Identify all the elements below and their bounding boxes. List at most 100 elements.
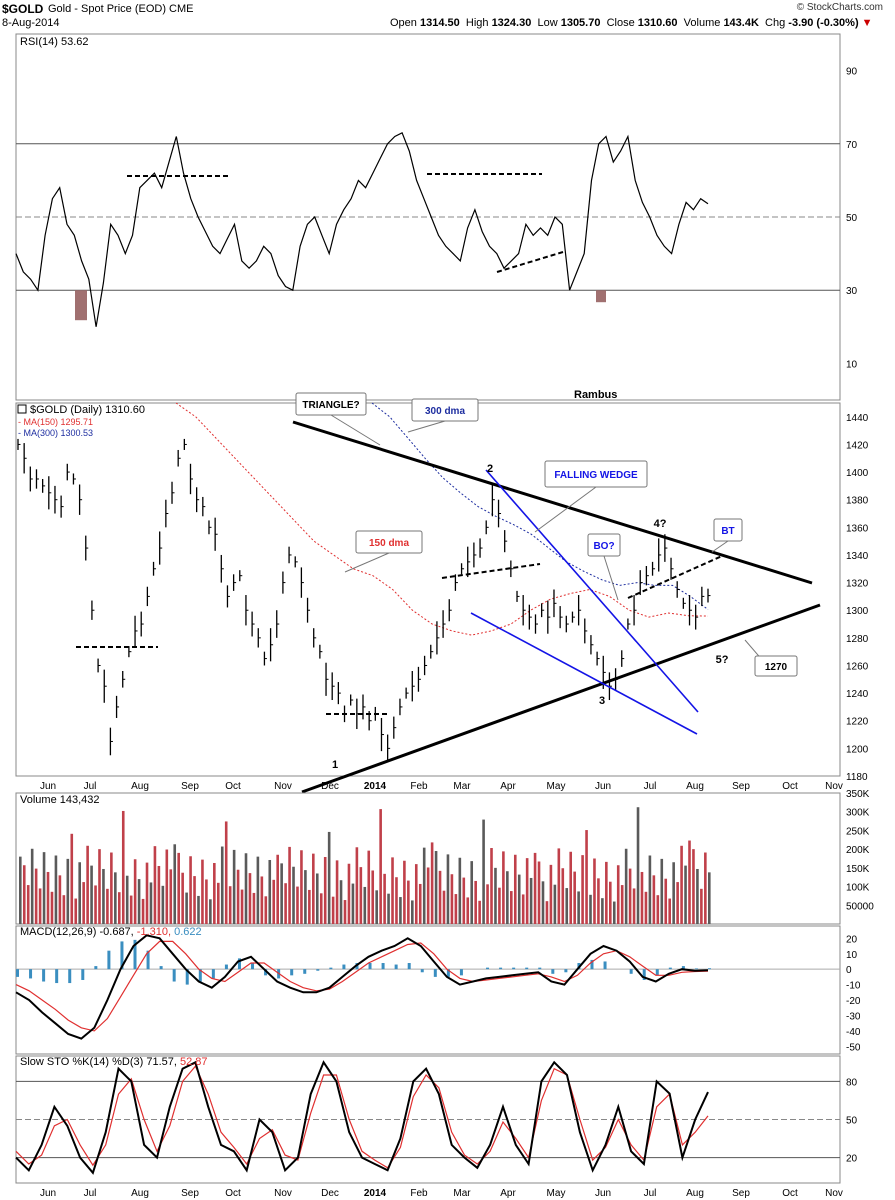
volume-bar (494, 867, 497, 924)
macd-histogram-bar (159, 966, 163, 970)
volume-bar (133, 859, 137, 924)
macd-tick-6: -40 (846, 1027, 861, 1038)
macd-histogram-bar (433, 969, 437, 977)
volume-bar (114, 872, 117, 924)
price-tick-11: 1220 (846, 717, 869, 728)
volume-bar (612, 901, 616, 924)
macd-histogram-bar (55, 969, 59, 984)
ma300-line (371, 402, 709, 610)
macd-histogram-bar (303, 969, 307, 974)
volume-bar (70, 833, 74, 924)
sto-x-label-15: Sep (732, 1188, 750, 1199)
triangle-callout-pointer (330, 414, 381, 446)
macd-histogram-bar (420, 969, 424, 973)
macd-histogram-bar (16, 969, 19, 977)
volume-bar (38, 888, 42, 924)
macd-histogram-bar (394, 964, 398, 970)
volume-bar (327, 831, 331, 924)
sto-x-label-14: Aug (686, 1188, 704, 1199)
volume-bar (30, 848, 34, 924)
rsi-tick-0: 90 (846, 67, 858, 78)
volume-value: 143.4K (723, 17, 759, 29)
price-x-label-4: Oct (225, 781, 241, 792)
volume-bar (272, 879, 276, 924)
volume-bar (565, 888, 569, 924)
volume-bar (502, 851, 505, 924)
volume-bar (422, 847, 426, 924)
macd-histogram-bar (381, 963, 385, 970)
volume-bar (525, 858, 529, 924)
macd-histogram-bar (237, 958, 241, 970)
volume-bar (688, 840, 691, 924)
rsi-oversold-1 (75, 290, 87, 321)
falling-wedge-callout-box (544, 460, 648, 488)
volume-bar (173, 844, 177, 924)
volume-bar (438, 870, 442, 924)
wave-label-3: 3 (599, 695, 605, 707)
volume-bar (355, 847, 359, 924)
price-tick-2: 1400 (846, 468, 869, 479)
bo-callout-text: BO? (593, 541, 614, 552)
volume-bar (149, 882, 153, 924)
stockcharts-credit: © StockCharts.com (796, 2, 883, 13)
volume-bar (545, 901, 549, 924)
sto-x-label-9: Mar (453, 1188, 471, 1199)
price-x-label-2: Aug (131, 781, 149, 792)
volume-bar (628, 868, 632, 924)
volume-bar (54, 855, 58, 924)
price-tick-4: 1360 (846, 523, 869, 534)
volume-bar (371, 870, 375, 924)
rsi-tick-1: 70 (846, 140, 858, 151)
volume-bar (486, 884, 489, 924)
volume-bar (549, 864, 553, 924)
volume-bar (648, 855, 652, 924)
volume-bar (129, 895, 133, 924)
volume-bar (652, 875, 656, 924)
rsi-oversold-2 (596, 290, 606, 303)
volume-tick-6: 50000 (846, 901, 874, 912)
volume-bar (106, 888, 109, 924)
volume-bar (541, 881, 545, 924)
volume-bar (359, 867, 363, 924)
macd-tick-4: -20 (846, 996, 861, 1007)
macd-histogram-bar (290, 969, 294, 976)
volume-bar (513, 854, 517, 924)
price-dashed-2 (441, 563, 541, 579)
wave-label-1: 1 (332, 759, 338, 771)
sto-d-line (15, 1065, 709, 1169)
volume-bar (561, 868, 565, 924)
macd-histogram-bar (642, 969, 646, 980)
rsi-dashed-2 (496, 251, 564, 273)
volume-legend: Volume 143,432 (20, 794, 100, 806)
volume-bar (125, 875, 129, 924)
volume-bar (157, 865, 161, 924)
volume-bar (434, 851, 438, 924)
volume-tick-5: 100K (846, 883, 870, 894)
macd-histogram-bar (446, 969, 450, 977)
macd-histogram-bar (185, 969, 189, 985)
sto-x-label-5: Nov (274, 1188, 292, 1199)
price-x-label-1: Jul (84, 781, 97, 792)
macd-histogram-bar (681, 966, 685, 970)
price-x-label-10: Apr (500, 781, 516, 792)
volume-bar (292, 866, 295, 924)
volume-bar (660, 858, 664, 924)
volume-bar (644, 891, 648, 924)
volume-bar (244, 853, 248, 924)
sto-x-label-8: Feb (410, 1188, 428, 1199)
macd-histogram-bar (146, 950, 150, 970)
volume-bar (343, 900, 347, 924)
volume-bar (597, 878, 600, 924)
volume-tick-3: 200K (846, 845, 870, 856)
volume-bar (224, 821, 228, 924)
wave-label-4: 4? (654, 518, 667, 530)
macd-histogram-bar (590, 959, 594, 970)
volume-bar (102, 868, 105, 924)
volume-bar (624, 848, 628, 924)
volume-bar (169, 869, 173, 924)
macd-histogram-bar (81, 969, 85, 980)
sto-legend: Slow STO %K(14) %D(3) 71.57, 52.87 (20, 1056, 208, 1068)
sto-x-label-2: Aug (131, 1188, 149, 1199)
symbol: $GOLD (2, 2, 44, 16)
macd-histogram-bar (655, 969, 659, 976)
